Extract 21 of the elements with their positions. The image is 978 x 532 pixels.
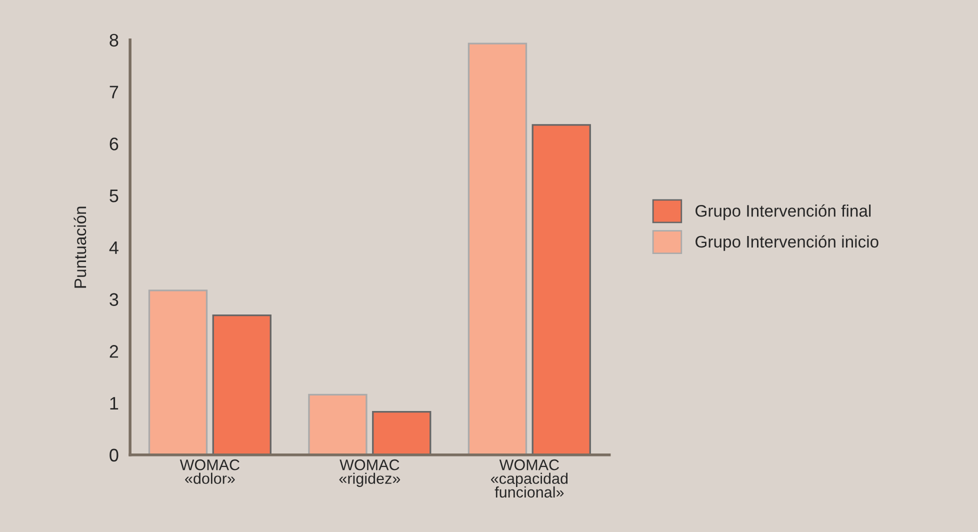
y-tick-label: 4 — [109, 242, 118, 254]
x-tick-label: WOMAC «dolor» — [180, 459, 240, 484]
y-tick-label: 1 — [110, 397, 118, 410]
bar — [212, 314, 272, 455]
y-tick-label: 8 — [110, 34, 118, 47]
y-tick-label: 2 — [110, 345, 118, 358]
legend-label: Grupo Intervención final — [696, 204, 871, 220]
y-tick-label: 5 — [110, 190, 118, 202]
bar — [308, 394, 368, 455]
y-tick-label: 3 — [110, 293, 118, 306]
legend-label: Grupo Intervención inicio — [696, 235, 878, 251]
bar — [372, 410, 432, 455]
x-tick-label: WOMAC «capacidad funcional» — [490, 459, 568, 498]
y-tick-label: 7 — [110, 86, 118, 98]
y-tick-label: 0 — [110, 448, 118, 462]
x-tick-label: WOMAC «rigidez» — [339, 459, 400, 487]
bar — [148, 290, 208, 455]
y-tick-label: 6 — [110, 138, 118, 150]
bar — [468, 42, 528, 455]
y-axis-title: Puntuación — [74, 206, 86, 288]
bar — [532, 124, 591, 455]
